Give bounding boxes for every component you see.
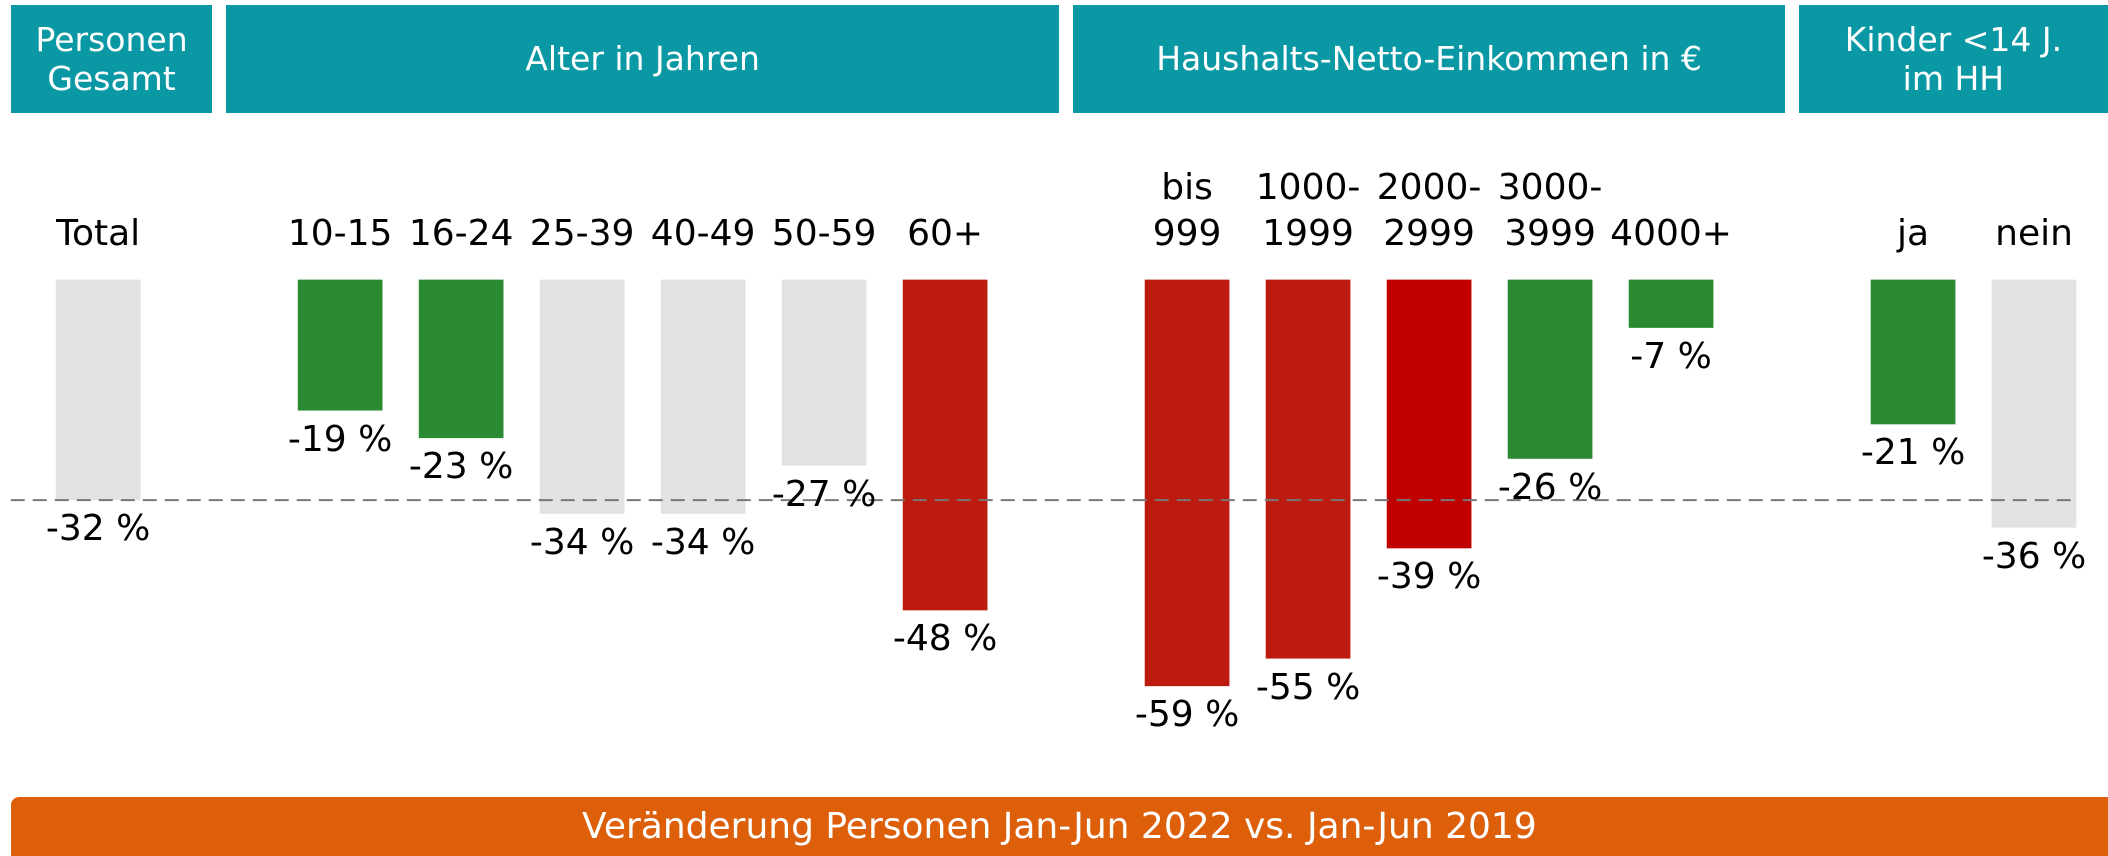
group-header: Alter in Jahren xyxy=(225,5,1060,113)
bar xyxy=(902,279,988,611)
value-label: -23 % xyxy=(408,446,514,488)
group-header: Kinder <14 J. im HH xyxy=(1798,5,2108,113)
category-label: 60+ xyxy=(907,213,984,255)
category-label: 25-39 xyxy=(529,213,635,255)
group-header: Haushalts-Netto-Einkommen in € xyxy=(1072,5,1786,113)
value-label: -55 % xyxy=(1255,666,1361,708)
category-label: nein xyxy=(1995,213,2073,255)
category-label: bis 999 xyxy=(1152,166,1222,255)
category-label: 50-59 xyxy=(771,213,877,255)
bar xyxy=(1870,279,1956,425)
value-label: -21 % xyxy=(1860,432,1966,474)
category-label: 40-49 xyxy=(650,213,756,255)
bar xyxy=(1507,279,1593,459)
bar xyxy=(418,279,504,439)
value-label: -19 % xyxy=(287,418,393,460)
category-label: 16-24 xyxy=(408,213,514,255)
value-label: -27 % xyxy=(771,473,877,515)
category-label: Total xyxy=(56,213,141,255)
category-label: 3000- 3999 xyxy=(1497,166,1603,255)
value-label: -59 % xyxy=(1134,694,1240,736)
footer: Veränderung Personen Jan-Jun 2022 vs. Ja… xyxy=(10,797,2108,856)
category-label: 1000- 1999 xyxy=(1255,166,1361,255)
value-label: -48 % xyxy=(892,618,998,660)
bar xyxy=(1628,279,1714,328)
bar xyxy=(297,279,383,411)
bar xyxy=(539,279,625,514)
group-header: Personen Gesamt xyxy=(10,5,213,113)
value-label: -26 % xyxy=(1497,466,1603,508)
bar xyxy=(781,279,867,466)
value-label: -34 % xyxy=(650,521,756,563)
value-label: -7 % xyxy=(1630,335,1712,377)
bar xyxy=(55,279,141,501)
bar xyxy=(1144,279,1230,687)
value-label: -39 % xyxy=(1376,556,1482,598)
value-label: -36 % xyxy=(1981,535,2087,577)
bar xyxy=(1386,279,1472,549)
bar xyxy=(1991,279,2077,528)
category-label: 2000- 2999 xyxy=(1376,166,1482,255)
category-label: 4000+ xyxy=(1610,213,1732,255)
category-label: 10-15 xyxy=(287,213,393,255)
value-label: -34 % xyxy=(529,521,635,563)
category-label: ja xyxy=(1897,213,1930,255)
bar xyxy=(1265,279,1351,659)
value-label: -32 % xyxy=(45,508,151,550)
bar xyxy=(660,279,746,514)
